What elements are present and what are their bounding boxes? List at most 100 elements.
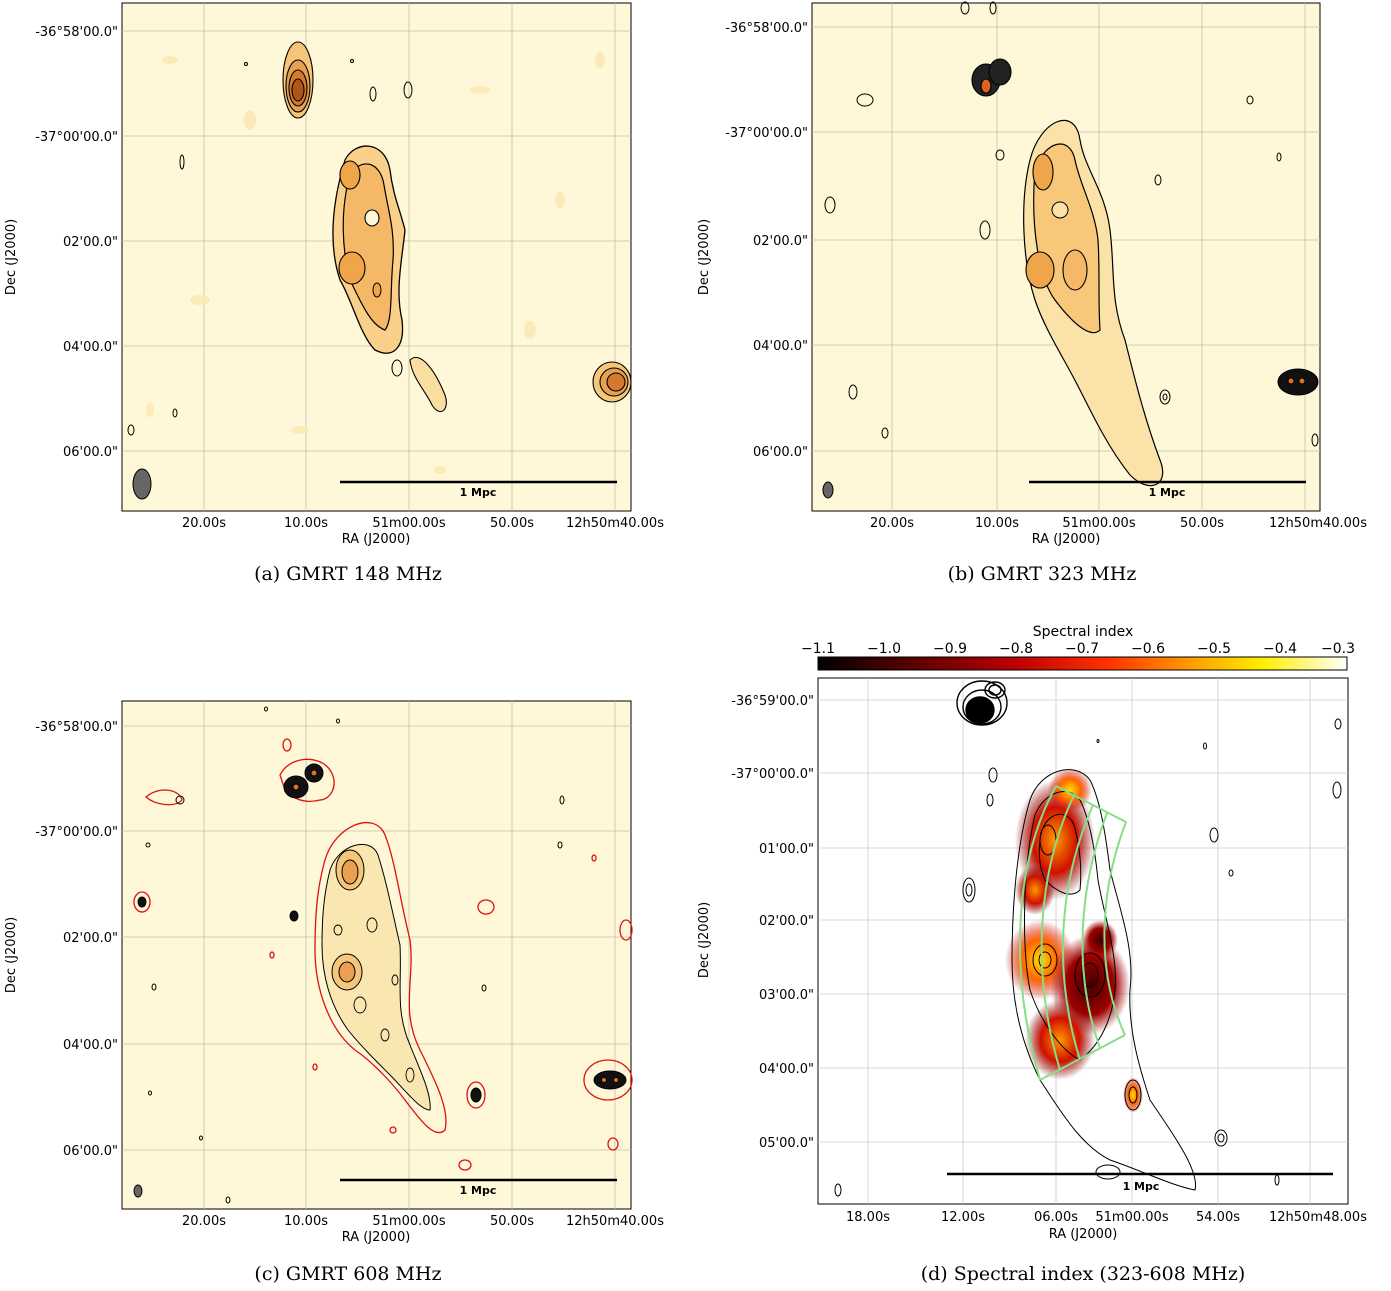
panel-a-source-right bbox=[592, 361, 632, 403]
panel-d-xlabel: RA (J2000) bbox=[1049, 1227, 1118, 1242]
panel-c-source-right bbox=[593, 1070, 627, 1090]
panel-b-ylabel: Dec (J2000) bbox=[697, 219, 712, 295]
svg-text:12h50m40.00s: 12h50m40.00s bbox=[566, 516, 664, 531]
svg-text:-37°00'00.0": -37°00'00.0" bbox=[725, 126, 808, 141]
panel-a: 1 Mpc -36°58'00.0" -37°00'00.0" 02'00.0"… bbox=[4, 2, 664, 585]
panel-b-scalebar-label: 1 Mpc bbox=[1149, 486, 1186, 499]
svg-text:02'00.0": 02'00.0" bbox=[753, 234, 808, 249]
panel-a-caption: (a) GMRT 148 MHz bbox=[254, 563, 442, 585]
panel-c-caption: (c) GMRT 608 MHz bbox=[254, 1263, 441, 1285]
svg-text:10.00s: 10.00s bbox=[975, 516, 1019, 531]
svg-text:12h50m40.00s: 12h50m40.00s bbox=[1269, 516, 1367, 531]
svg-text:20.00s: 20.00s bbox=[182, 516, 226, 531]
svg-text:51m00.00s: 51m00.00s bbox=[372, 1214, 445, 1229]
svg-text:−1.1: −1.1 bbox=[801, 641, 835, 657]
svg-text:-37°00'00.0": -37°00'00.0" bbox=[35, 130, 118, 145]
panel-c: 1 Mpc -36°58'00.0" -37°00'00.0" 02'00.0"… bbox=[4, 700, 664, 1285]
colorbar-ticks: −1.1 −1.0 −0.9 −0.8 −0.7 −0.6 −0.5 −0.4 … bbox=[801, 641, 1355, 657]
svg-text:-36°59'00.0": -36°59'00.0" bbox=[731, 694, 814, 709]
svg-text:18.00s: 18.00s bbox=[846, 1210, 890, 1225]
svg-text:−0.4: −0.4 bbox=[1263, 641, 1297, 657]
panel-d-scalebar-label: 1 Mpc bbox=[1123, 1180, 1160, 1193]
svg-text:04'00.0": 04'00.0" bbox=[753, 339, 808, 354]
svg-text:51m00.00s: 51m00.00s bbox=[1062, 516, 1135, 531]
panel-a-beam bbox=[132, 468, 152, 500]
panel-c-frame bbox=[121, 700, 632, 1210]
panel-a-ylabel: Dec (J2000) bbox=[4, 219, 19, 295]
panel-d: Spectral index −1.1 −1.0 −0.9 −0.8 −0.7 … bbox=[697, 624, 1367, 1285]
panel-a-noise bbox=[146, 52, 605, 474]
svg-text:05'00.0": 05'00.0" bbox=[759, 1136, 814, 1151]
panel-a-relic bbox=[332, 145, 447, 413]
svg-text:04'00.0": 04'00.0" bbox=[759, 1062, 814, 1077]
panel-a-small-contours bbox=[127, 59, 413, 436]
panel-b-xlabel: RA (J2000) bbox=[1032, 532, 1101, 547]
panel-c-small-contours bbox=[137, 706, 565, 1204]
panel-d-contours bbox=[834, 718, 1342, 1197]
panel-a-scalebar-label: 1 Mpc bbox=[460, 486, 497, 499]
svg-text:-36°58'00.0": -36°58'00.0" bbox=[35, 25, 118, 40]
panel-d-ytick-labels: -36°59'00.0" -37°00'00.0" 01'00.0" 02'00… bbox=[731, 694, 814, 1151]
svg-text:50.00s: 50.00s bbox=[490, 1214, 534, 1229]
svg-text:-36°58'00.0": -36°58'00.0" bbox=[725, 21, 808, 36]
svg-text:-37°00'00.0": -37°00'00.0" bbox=[35, 825, 118, 840]
panel-b: 1 Mpc -36°58'00.0" -37°00'00.0" 02'00.0"… bbox=[697, 1, 1367, 585]
panel-a-source-top bbox=[282, 41, 314, 119]
svg-text:10.00s: 10.00s bbox=[284, 1214, 328, 1229]
panel-c-relic bbox=[321, 843, 431, 1111]
panel-d-regions bbox=[1019, 785, 1127, 1081]
svg-text:02'00.0": 02'00.0" bbox=[759, 914, 814, 929]
svg-text:−0.9: −0.9 bbox=[933, 641, 967, 657]
svg-text:−0.5: −0.5 bbox=[1197, 641, 1231, 657]
svg-text:03'00.0": 03'00.0" bbox=[759, 988, 814, 1003]
svg-text:12h50m40.00s: 12h50m40.00s bbox=[566, 1214, 664, 1229]
svg-text:−0.8: −0.8 bbox=[999, 641, 1033, 657]
panel-c-xlabel: RA (J2000) bbox=[342, 1230, 411, 1245]
svg-text:06.00s: 06.00s bbox=[1034, 1210, 1078, 1225]
panel-c-ylabel: Dec (J2000) bbox=[4, 917, 19, 993]
panel-a-xtick-labels: 20.00s 10.00s 51m00.00s 50.00s 12h50m40.… bbox=[182, 516, 664, 531]
svg-text:12h50m48.00s: 12h50m48.00s bbox=[1269, 1210, 1367, 1225]
colorbar bbox=[817, 656, 1348, 671]
panel-b-small-contours bbox=[824, 1, 1319, 447]
panel-b-beam bbox=[822, 481, 834, 499]
panel-b-source-top bbox=[971, 58, 1012, 97]
panel-d-xtick-labels: 18.00s 12.00s 06.00s 51m00.00s 54.00s 12… bbox=[846, 1210, 1367, 1225]
panel-d-source-top bbox=[956, 680, 1008, 726]
svg-text:02'00.0": 02'00.0" bbox=[63, 931, 118, 946]
panel-a-xlabel: RA (J2000) bbox=[342, 532, 411, 547]
svg-text:04'00.0": 04'00.0" bbox=[63, 1038, 118, 1053]
svg-text:54.00s: 54.00s bbox=[1196, 1210, 1240, 1225]
svg-text:51m00.00s: 51m00.00s bbox=[1095, 1210, 1168, 1225]
svg-text:06'00.0": 06'00.0" bbox=[753, 445, 808, 460]
svg-text:51m00.00s: 51m00.00s bbox=[372, 516, 445, 531]
svg-text:−0.3: −0.3 bbox=[1321, 641, 1355, 657]
svg-text:06'00.0": 06'00.0" bbox=[63, 1144, 118, 1159]
svg-text:04'00.0": 04'00.0" bbox=[63, 340, 118, 355]
panel-c-scalebar-label: 1 Mpc bbox=[460, 1184, 497, 1197]
svg-text:50.00s: 50.00s bbox=[490, 516, 534, 531]
panel-c-ytick-labels: -36°58'00.0" -37°00'00.0" 02'00.0" 04'00… bbox=[35, 720, 118, 1159]
panel-b-ytick-labels: -36°58'00.0" -37°00'00.0" 02'00.0" 04'00… bbox=[725, 21, 808, 460]
svg-text:−0.6: −0.6 bbox=[1131, 641, 1165, 657]
svg-text:20.00s: 20.00s bbox=[182, 1214, 226, 1229]
panel-b-source-right bbox=[1277, 368, 1319, 396]
panel-b-caption: (b) GMRT 323 MHz bbox=[948, 563, 1137, 585]
svg-text:01'00.0": 01'00.0" bbox=[759, 842, 814, 857]
panel-b-relic bbox=[1023, 119, 1164, 487]
svg-text:06'00.0": 06'00.0" bbox=[63, 445, 118, 460]
panel-d-caption: (d) Spectral index (323-608 MHz) bbox=[921, 1263, 1246, 1285]
svg-text:-37°00'00.0": -37°00'00.0" bbox=[731, 767, 814, 782]
panel-d-ylabel: Dec (J2000) bbox=[697, 902, 712, 978]
panel-b-xtick-labels: 20.00s 10.00s 51m00.00s 50.00s 12h50m40.… bbox=[870, 516, 1367, 531]
svg-text:10.00s: 10.00s bbox=[284, 516, 328, 531]
svg-text:12.00s: 12.00s bbox=[941, 1210, 985, 1225]
panel-c-xtick-labels: 20.00s 10.00s 51m00.00s 50.00s 12h50m40.… bbox=[182, 1214, 664, 1229]
svg-text:-36°58'00.0": -36°58'00.0" bbox=[35, 720, 118, 735]
svg-text:20.00s: 20.00s bbox=[870, 516, 914, 531]
svg-text:−0.7: −0.7 bbox=[1065, 641, 1099, 657]
svg-text:02'00.0": 02'00.0" bbox=[63, 235, 118, 250]
svg-text:−1.0: −1.0 bbox=[867, 641, 901, 657]
colorbar-title: Spectral index bbox=[1033, 624, 1134, 640]
panel-a-ytick-labels: -36°58'00.0" -37°00'00.0" 02'00.0" 04'00… bbox=[35, 25, 118, 460]
